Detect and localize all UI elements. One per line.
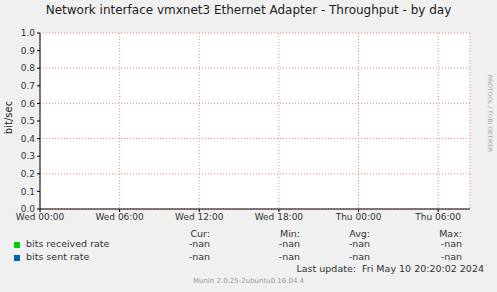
html-text:RRDTOOL / TOBI OETIKER: RRDTOOL / TOBI OETIKER bbox=[486, 74, 494, 153]
svg-text:0.4: 0.4 bbox=[21, 134, 36, 144]
svg-text:Wed 06:00: Wed 06:00 bbox=[95, 212, 144, 222]
svg-text:Thu 00:00: Thu 00:00 bbox=[335, 212, 382, 222]
svg-text:0.2: 0.2 bbox=[21, 169, 35, 179]
html-text:Max:: Max: bbox=[439, 228, 462, 239]
html-text:-nan: -nan bbox=[348, 238, 370, 249]
svg-text:0.7: 0.7 bbox=[21, 81, 35, 91]
html-text:Avg:: Avg: bbox=[349, 228, 370, 239]
html-text:-nan: -nan bbox=[278, 238, 300, 249]
html-text:Min:: Min: bbox=[279, 228, 300, 239]
html-text:-nan: -nan bbox=[188, 251, 210, 262]
svg-text:Thu 06:00: Thu 06:00 bbox=[414, 212, 461, 222]
html-text:Cur:: Cur: bbox=[190, 228, 210, 239]
html-text:Last update: Fri May 10 20:20:: Last update: Fri May 10 20:20:02 2024 bbox=[296, 263, 484, 274]
svg-text:0.1: 0.1 bbox=[21, 187, 35, 197]
svg-text:0.6: 0.6 bbox=[21, 99, 36, 109]
html-text:-nan: -nan bbox=[188, 238, 210, 249]
svg-text:Wed 00:00: Wed 00:00 bbox=[15, 212, 65, 223]
svg-text:Wed 12:00: Wed 12:00 bbox=[175, 212, 224, 222]
html-text:Munin 2.0.25-2ubuntu0.16.04.4: Munin 2.0.25-2ubuntu0.16.04.4 bbox=[192, 277, 304, 285]
svg-text:0.8: 0.8 bbox=[21, 63, 36, 73]
svg-text:0.0: 0.0 bbox=[21, 204, 36, 214]
svg-text:0.9: 0.9 bbox=[21, 46, 36, 56]
html-text:bit/sec: bit/sec bbox=[2, 100, 14, 135]
svg-text:0.5: 0.5 bbox=[21, 116, 35, 126]
html-text:-nan: -nan bbox=[440, 238, 462, 249]
svg-text:0.3: 0.3 bbox=[21, 151, 35, 161]
svg-text:Wed 18:00: Wed 18:00 bbox=[255, 212, 304, 222]
html-text:-nan: -nan bbox=[348, 251, 370, 262]
html-text:-nan: -nan bbox=[440, 251, 462, 262]
html-text:bits sent rate: bits sent rate bbox=[26, 251, 90, 262]
svg-text:1.0: 1.0 bbox=[21, 28, 36, 38]
html-text:Network interface vmxnet3 Ethe: Network interface vmxnet3 Ethernet Adapt… bbox=[45, 3, 452, 17]
html-text:-nan: -nan bbox=[278, 251, 300, 262]
html-text:bits received rate: bits received rate bbox=[26, 238, 110, 249]
